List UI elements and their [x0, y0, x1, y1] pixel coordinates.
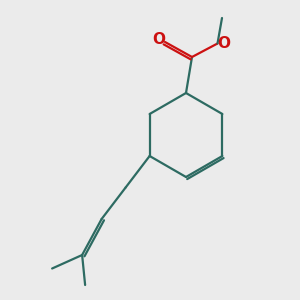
Text: O: O [218, 36, 231, 51]
Text: O: O [152, 32, 165, 46]
